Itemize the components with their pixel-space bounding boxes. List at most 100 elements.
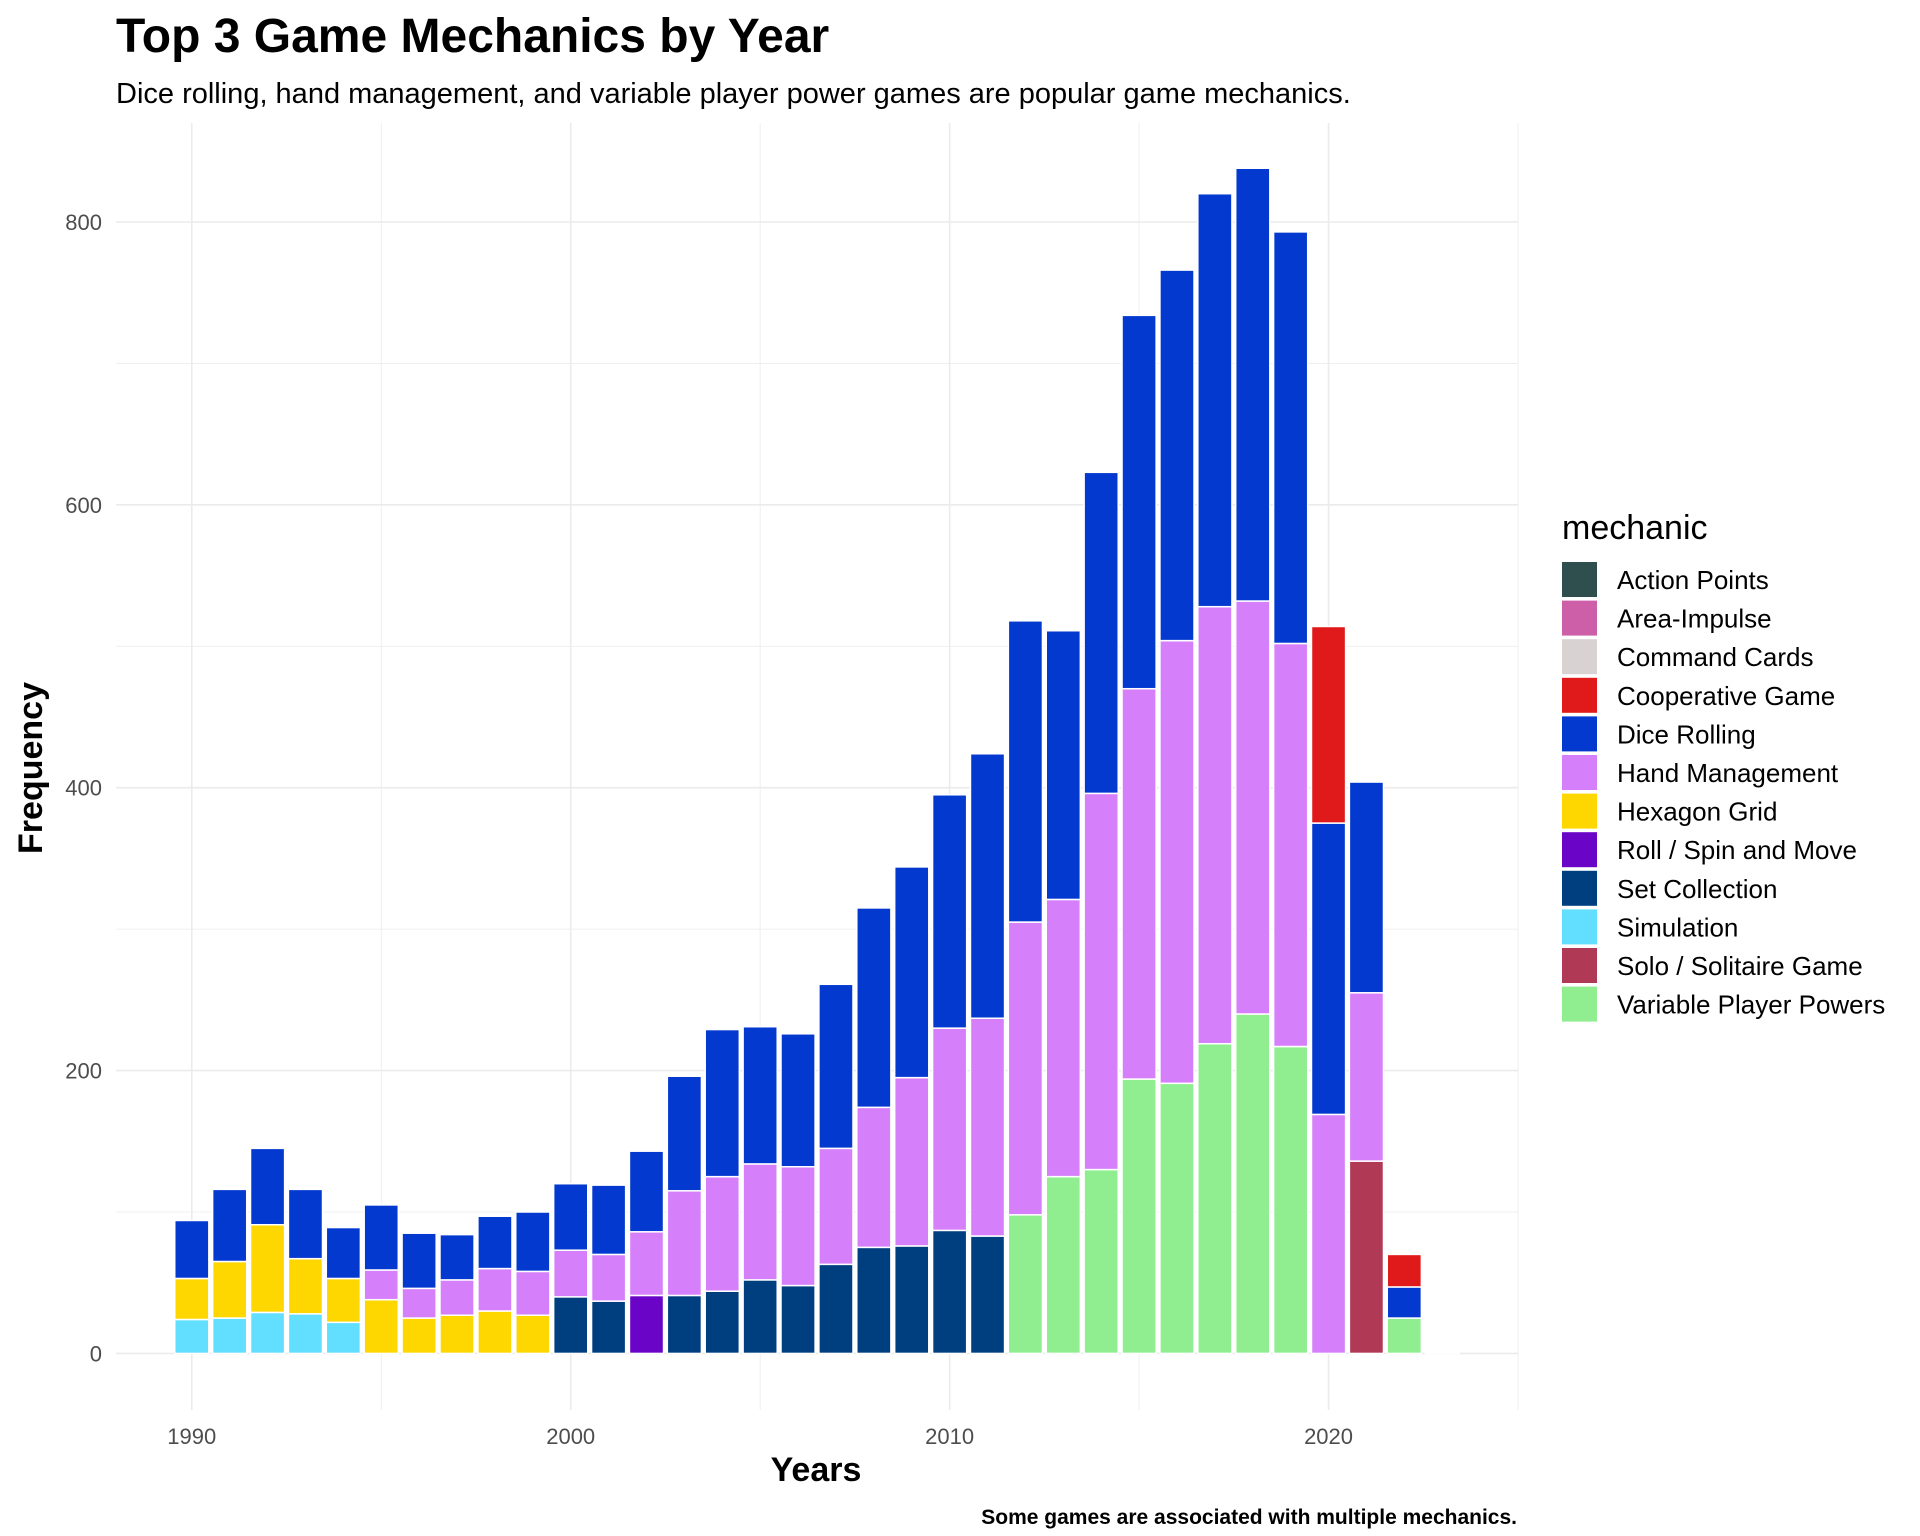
bar-1998 [477, 1215, 513, 1355]
y-tick-label: 0 [90, 1341, 102, 1366]
bar-segment [628, 1294, 665, 1355]
bar-segment [856, 907, 892, 1109]
bar-2020 [1310, 625, 1347, 1355]
bar-segment [742, 1025, 778, 1165]
bar-2007 [818, 983, 854, 1355]
bar-2009 [893, 866, 930, 1355]
legend-entry: Action Points [1562, 562, 1769, 597]
bar-segment [780, 1033, 816, 1168]
bar-2001 [590, 1184, 627, 1355]
bar-segment [1386, 1253, 1423, 1288]
bar-segment [1272, 642, 1309, 1048]
bar-segment [211, 1260, 248, 1319]
legend-entry: Dice Rolling [1562, 716, 1756, 752]
bar-segment [1348, 781, 1385, 994]
bar-segment [969, 1017, 1006, 1237]
bar-2023 [1424, 1348, 1461, 1355]
legend-label: Hexagon Grid [1617, 797, 1777, 827]
bar-2006 [780, 1033, 816, 1355]
bar-segment [211, 1317, 248, 1355]
bar-segment [1083, 471, 1119, 795]
bar-segment [1234, 167, 1271, 602]
bar-segment [931, 1229, 968, 1355]
bar-segment [1424, 1348, 1461, 1352]
bar-segment [628, 1150, 665, 1233]
bar-2012 [1007, 620, 1044, 1355]
bar-segment [1007, 620, 1044, 923]
bar-segment [1159, 1082, 1195, 1355]
legend-label: Command Cards [1617, 642, 1814, 672]
bar-1997 [439, 1233, 475, 1355]
bar-segment [363, 1204, 400, 1271]
bar-2010 [931, 794, 968, 1355]
bar-segment [1386, 1317, 1423, 1355]
bar-segment [1234, 1013, 1271, 1355]
bar-segment [1197, 605, 1233, 1045]
y-axis-title: Frequency [12, 682, 50, 854]
bar-segment [1045, 629, 1082, 901]
legend-key [1562, 639, 1597, 675]
bar-segment [1310, 822, 1347, 1116]
bar-segment [552, 1296, 589, 1355]
bar-segment [931, 1027, 968, 1232]
bar-segment [818, 983, 854, 1150]
bar-segment [287, 1257, 324, 1315]
legend-entry: Solo / Solitaire Game [1562, 948, 1863, 983]
legend-entry: Roll / Spin and Move [1562, 832, 1857, 868]
bar-2000 [552, 1182, 589, 1355]
bar-2004 [704, 1028, 741, 1355]
bar-segment [173, 1219, 210, 1280]
legend-entry: Area-Impulse [1562, 600, 1772, 636]
bar-2016 [1159, 269, 1195, 1355]
bar-segment [1348, 992, 1385, 1162]
chart-title: Top 3 Game Mechanics by Year [116, 10, 829, 63]
bar-2019 [1272, 231, 1309, 1355]
legend-label: Cooperative Game [1617, 681, 1835, 711]
bar-1992 [249, 1147, 286, 1355]
bar-1995 [363, 1204, 400, 1355]
bar-segment [628, 1231, 665, 1297]
bar-segment [1197, 1042, 1233, 1355]
legend-key [1562, 870, 1597, 906]
legend-label: Hand Management [1617, 758, 1839, 788]
bar-segment [1045, 1175, 1082, 1355]
bar-segment [287, 1188, 324, 1260]
legend-title: mechanic [1562, 509, 1708, 547]
bar-segment [1083, 1168, 1119, 1355]
bar-segment [1007, 1214, 1044, 1355]
bar-segment [742, 1163, 778, 1281]
bar-segment [590, 1184, 627, 1256]
bar-2018 [1234, 167, 1271, 1355]
bar-segment [1386, 1286, 1423, 1319]
bar-segment [1121, 314, 1157, 690]
bar-segment [249, 1223, 286, 1314]
x-axis-title: Years [771, 1451, 862, 1489]
legend: Action Points Area-Impulse Command Cards Co… [1562, 562, 1885, 1022]
bar-segment [780, 1284, 816, 1355]
bar-segment [590, 1300, 627, 1355]
bar-2022 [1386, 1253, 1423, 1355]
bar-segment [856, 1246, 892, 1355]
legend-key [1562, 677, 1597, 713]
bar-segment [173, 1277, 210, 1321]
legend-key [1562, 909, 1597, 945]
legend-entry: Variable Player Powers [1562, 986, 1885, 1022]
bar-1996 [401, 1232, 437, 1355]
legend-entry: Set Collection [1562, 870, 1777, 906]
bar-segment [401, 1232, 437, 1290]
bar-2005 [742, 1025, 778, 1355]
bar-segment [704, 1028, 741, 1178]
y-tick-label: 600 [65, 493, 102, 518]
bar-2013 [1045, 629, 1082, 1355]
legend-key [1562, 562, 1597, 597]
legend-key [1562, 600, 1597, 636]
x-tick-label: 2020 [1304, 1424, 1353, 1449]
bar-segment [969, 1235, 1006, 1355]
bar-segment [1007, 921, 1044, 1216]
bar-segment [552, 1249, 589, 1298]
bar-segment [590, 1253, 627, 1302]
bar-segment [969, 753, 1006, 1019]
bar-segment [477, 1267, 513, 1312]
bar-segment [893, 1076, 930, 1247]
bar-segment [287, 1313, 324, 1355]
